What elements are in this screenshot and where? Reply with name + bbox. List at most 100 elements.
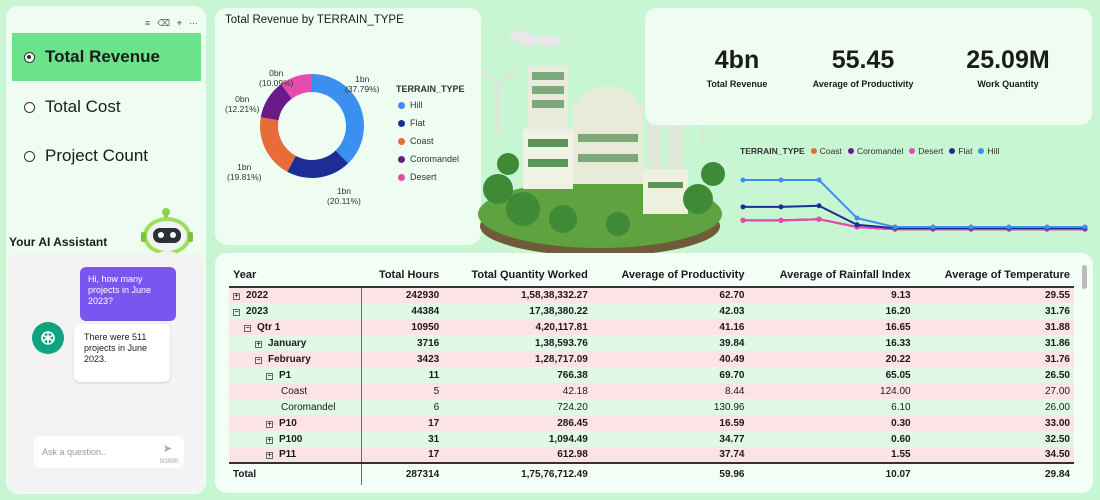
donut-slice-flat[interactable] — [287, 150, 349, 178]
table-row[interactable]: Coast 5 42.18 8.44 124.00 27.00 — [229, 383, 1074, 399]
row-label: + P11 — [229, 447, 363, 463]
left-panel: ≡ ⌫ ⌖ ⋯ Total Revenue Total Cost Project… — [6, 6, 206, 494]
donut-slice-coromandel[interactable] — [260, 84, 292, 121]
line-point-hill[interactable] — [740, 177, 746, 183]
data-label-coromandel: 0bn (12.21%) — [225, 94, 260, 115]
expand-icon[interactable]: + — [255, 340, 262, 348]
table-row[interactable]: +2022 242930 1,58,38,332.27 62.70 9.13 29.55 — [229, 287, 1074, 303]
line-point-hill[interactable] — [854, 215, 860, 221]
collapse-icon[interactable]: − — [255, 356, 262, 364]
legend-item-coast[interactable]: Coast — [398, 136, 434, 146]
column-header[interactable]: Average of Rainfall Index — [748, 263, 915, 288]
pointer-icon[interactable]: ⌖ — [176, 18, 182, 28]
slicer-option-total-revenue[interactable]: Total Revenue — [12, 33, 201, 81]
legend-item-coromandel[interactable]: Coromandel — [856, 146, 904, 156]
row-label-text: 2023 — [246, 305, 269, 317]
table-row[interactable]: −2023 44384 17,38,380.22 42.03 16.20 31.76 — [229, 303, 1074, 319]
legend-item-desert[interactable]: Desert — [398, 172, 437, 182]
kpi-value: 25.09M — [966, 46, 1050, 74]
table-cell: 1,58,38,332.27 — [443, 287, 592, 303]
input-placeholder: Ask a question.. — [42, 447, 107, 457]
table-row[interactable]: − P1 11 766.38 69.70 65.05 26.50 — [229, 367, 1074, 383]
column-header[interactable]: Year — [229, 263, 362, 288]
table-cell: 65.05 — [748, 367, 915, 383]
legend-item-flat[interactable]: Flat — [398, 118, 425, 128]
kpi-value: 4bn — [714, 46, 760, 74]
table-row[interactable]: + P11 17 612.98 37.74 1.55 34.50 — [229, 447, 1074, 463]
table-row[interactable]: − February 3423 1,28,717.09 40.49 20.22 31.76 — [229, 351, 1074, 367]
table-row[interactable]: Coromandel 6 724.20 130.96 6.10 26.00 — [229, 399, 1074, 415]
row-label: + P100 — [229, 431, 363, 447]
column-header[interactable]: Total Quantity Worked — [443, 263, 592, 288]
line-point-hill[interactable] — [1082, 224, 1088, 230]
expand-icon[interactable]: + — [233, 293, 240, 300]
line-chart-legend: TERRAIN_TYPE Coast Coromandel Desert Fla… — [740, 146, 999, 156]
table-cell: 8.44 — [591, 383, 749, 399]
legend-item-coast[interactable]: Coast — [819, 146, 842, 156]
data-label-desert: 0bn (10.09%) — [259, 68, 294, 89]
data-label-coast: 1bn (19.81%) — [227, 162, 262, 183]
line-point-hill[interactable] — [930, 224, 936, 230]
line-point-hill[interactable] — [968, 224, 974, 230]
column-header[interactable]: Average of Temperature — [914, 263, 1074, 288]
donut-slice-coast[interactable] — [260, 117, 296, 172]
legend-item-coromandel[interactable]: Coromandel — [398, 154, 459, 164]
bot-avatar — [32, 322, 64, 354]
donut-slice-hill[interactable] — [312, 74, 364, 164]
openai-icon — [41, 331, 55, 345]
more-icon[interactable]: ⋯ — [189, 18, 198, 28]
line-point-hill[interactable] — [1006, 224, 1012, 230]
line-point-flat[interactable] — [740, 204, 746, 210]
table-cell: 17,38,380.22 — [443, 303, 592, 319]
line-point-desert[interactable] — [816, 216, 822, 222]
table-cell: 62.70 — [591, 287, 749, 303]
table-cell: 31.76 — [914, 351, 1074, 367]
ask-question-input[interactable]: Ask a question.. ➤ 0/2000 — [34, 436, 184, 468]
legend-item-flat[interactable]: Flat — [958, 146, 973, 156]
line-point-flat[interactable] — [778, 204, 784, 210]
slicer-option-project-count[interactable]: Project Count — [12, 132, 201, 180]
expand-icon[interactable]: + — [266, 436, 273, 444]
table-row[interactable]: + P10 17 286.45 16.59 0.30 33.00 — [229, 415, 1074, 431]
line-point-hill[interactable] — [1044, 224, 1050, 230]
filter-icon[interactable]: ≡ — [144, 18, 151, 28]
table-row[interactable]: + January 3716 1,38,593.76 39.84 16.33 31.86 — [229, 335, 1074, 351]
line-point-hill[interactable] — [816, 177, 822, 183]
eraser-icon[interactable]: ⌫ — [157, 18, 170, 28]
line-point-flat[interactable] — [816, 203, 822, 209]
table-cell: 20.22 — [748, 351, 915, 367]
line-point-hill[interactable] — [892, 224, 898, 230]
column-header[interactable]: Total Hours — [361, 263, 444, 288]
table-row[interactable]: + P100 31 1,094.49 34.77 0.60 32.50 — [229, 431, 1074, 447]
row-label: − February — [229, 351, 363, 367]
table-cell: 42.03 — [591, 303, 749, 319]
expand-icon[interactable]: + — [266, 420, 273, 428]
column-header[interactable]: Average of Productivity — [591, 263, 749, 288]
line-series-flat[interactable] — [743, 204, 1085, 230]
line-series-desert[interactable] — [743, 218, 1085, 231]
kpi-average-productivity: 55.45 Average of Productivity — [793, 46, 933, 89]
donut-slice-desert[interactable] — [281, 74, 312, 99]
send-icon[interactable]: ➤ — [162, 443, 172, 455]
row-label-text: P100 — [279, 433, 303, 445]
legend-item-desert[interactable]: Desert — [918, 146, 944, 156]
line-point-hill[interactable] — [778, 177, 784, 183]
total-cell: 29.84 — [914, 462, 1074, 485]
legend-item-hill[interactable]: Hill — [398, 100, 423, 110]
vertical-scrollbar[interactable] — [1082, 265, 1087, 289]
line-point-desert[interactable] — [740, 217, 746, 223]
collapse-icon[interactable]: − — [266, 372, 273, 380]
line-series-hill[interactable] — [743, 179, 1085, 229]
expand-icon[interactable]: + — [266, 452, 273, 459]
table-header-row: Year Total Hours Total Quantity Worked A… — [229, 263, 1074, 288]
collapse-icon[interactable]: − — [233, 308, 240, 316]
table-cell: 69.70 — [591, 367, 749, 383]
legend-item-hill[interactable]: Hill — [987, 146, 1000, 156]
slicer-option-total-cost[interactable]: Total Cost — [12, 83, 201, 131]
line-point-flat[interactable] — [854, 222, 860, 228]
table-cell: 0.60 — [748, 431, 915, 447]
collapse-icon[interactable]: − — [244, 324, 251, 332]
row-label-text: Qtr 1 — [257, 321, 281, 333]
table-row[interactable]: − Qtr 1 10950 4,20,117.81 41.16 16.65 31.88 — [229, 319, 1074, 335]
line-point-desert[interactable] — [778, 217, 784, 223]
